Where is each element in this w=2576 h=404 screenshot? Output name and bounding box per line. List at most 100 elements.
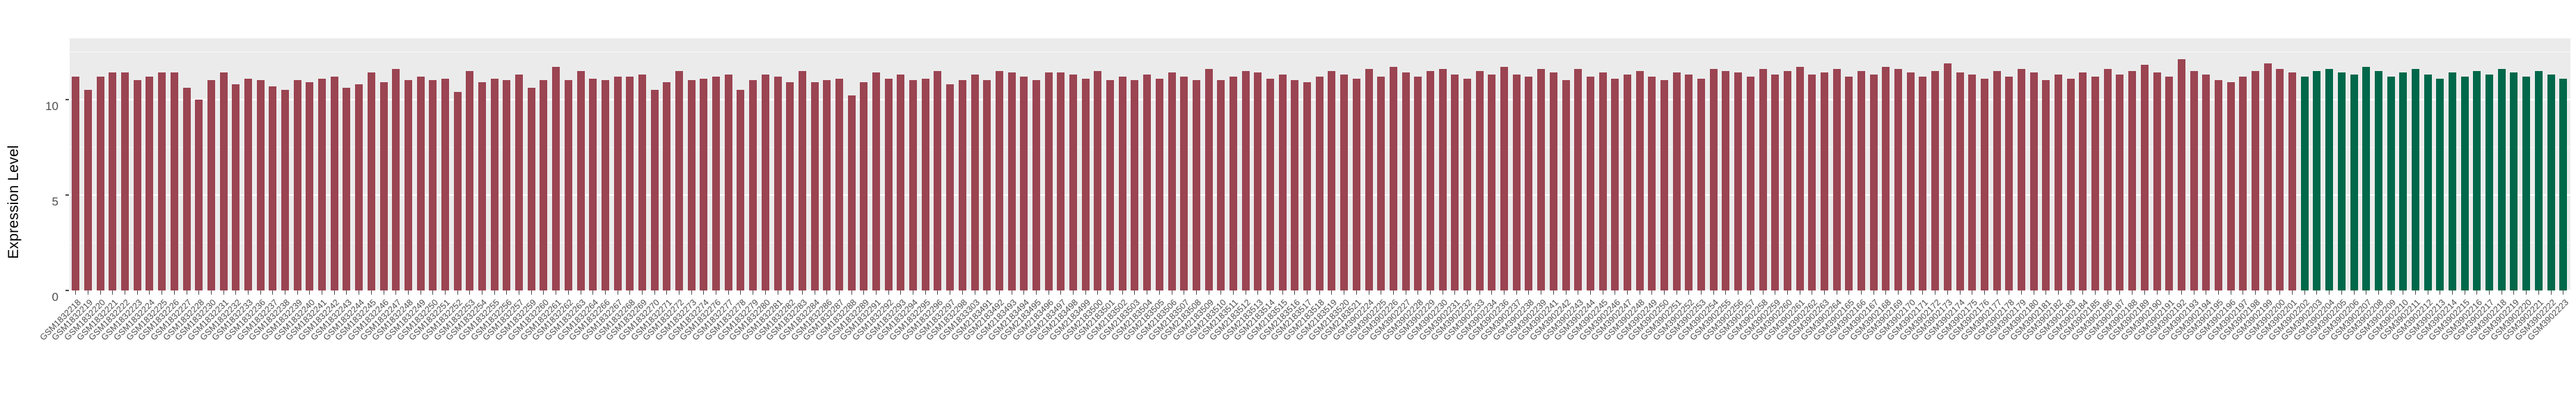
bar[interactable] xyxy=(1980,78,1988,290)
bar[interactable] xyxy=(453,91,462,290)
bar[interactable] xyxy=(2226,82,2235,290)
bar[interactable] xyxy=(1426,70,1434,290)
bar[interactable] xyxy=(2313,70,2321,290)
bar[interactable] xyxy=(2005,76,2013,290)
bar[interactable] xyxy=(2029,72,2038,290)
bar[interactable] xyxy=(2411,68,2419,290)
bar[interactable] xyxy=(1180,76,1188,290)
bar[interactable] xyxy=(207,80,215,290)
bar[interactable] xyxy=(1771,75,1780,290)
bar[interactable] xyxy=(1020,76,1028,290)
bar[interactable] xyxy=(2263,63,2272,290)
bar[interactable] xyxy=(835,78,843,290)
bar[interactable] xyxy=(2103,68,2112,290)
bar[interactable] xyxy=(2066,78,2075,290)
bar[interactable] xyxy=(1315,76,1324,290)
bar[interactable] xyxy=(860,82,868,290)
bar[interactable] xyxy=(1968,75,1977,290)
bar[interactable] xyxy=(2460,76,2469,290)
bar[interactable] xyxy=(1869,75,1878,290)
bar[interactable] xyxy=(737,90,745,290)
bar[interactable] xyxy=(2497,68,2506,290)
bar[interactable] xyxy=(2473,70,2481,290)
bar[interactable] xyxy=(1488,75,1496,290)
bar[interactable] xyxy=(1340,75,1349,290)
bar[interactable] xyxy=(1906,72,1915,290)
bar[interactable] xyxy=(2288,72,2297,290)
bar[interactable] xyxy=(1549,72,1557,290)
bar[interactable] xyxy=(810,82,819,290)
bar[interactable] xyxy=(1241,70,1250,290)
bar[interactable] xyxy=(1094,70,1102,290)
bar[interactable] xyxy=(2252,70,2259,290)
bar[interactable] xyxy=(2522,76,2531,290)
bar[interactable] xyxy=(897,75,905,290)
bar[interactable] xyxy=(1118,76,1126,290)
bar[interactable] xyxy=(2202,75,2210,290)
bar[interactable] xyxy=(576,70,585,290)
bar[interactable] xyxy=(293,80,301,290)
bar[interactable] xyxy=(146,76,154,290)
bar[interactable] xyxy=(182,88,191,290)
bar[interactable] xyxy=(2559,78,2568,290)
bar[interactable] xyxy=(256,80,265,290)
bar[interactable] xyxy=(1229,76,1237,290)
bar[interactable] xyxy=(1685,75,1693,290)
bar[interactable] xyxy=(1365,68,1373,290)
bar[interactable] xyxy=(884,78,893,290)
bar[interactable] xyxy=(2190,70,2198,290)
bar[interactable] xyxy=(847,95,856,290)
bar[interactable] xyxy=(1192,80,1200,290)
bar[interactable] xyxy=(626,76,634,290)
bar[interactable] xyxy=(490,78,498,290)
bar[interactable] xyxy=(121,72,129,290)
bar[interactable] xyxy=(2325,68,2334,290)
bar[interactable] xyxy=(1168,72,1176,290)
bar[interactable] xyxy=(1931,70,1940,290)
bar[interactable] xyxy=(1217,80,1225,290)
bar[interactable] xyxy=(1278,75,1287,290)
bar[interactable] xyxy=(2510,72,2518,290)
bar[interactable] xyxy=(1303,82,1312,290)
bar[interactable] xyxy=(1562,80,1570,290)
bar[interactable] xyxy=(2485,75,2494,290)
bar[interactable] xyxy=(1796,67,1804,290)
bar[interactable] xyxy=(1069,75,1077,290)
bar[interactable] xyxy=(1820,72,1828,290)
bar[interactable] xyxy=(2140,65,2149,290)
bar[interactable] xyxy=(1044,72,1053,290)
bar[interactable] xyxy=(1463,78,1471,290)
bar[interactable] xyxy=(269,86,277,290)
bar[interactable] xyxy=(663,82,671,290)
bar[interactable] xyxy=(1832,68,1841,290)
bar[interactable] xyxy=(2424,75,2432,290)
bar[interactable] xyxy=(2300,76,2309,290)
bar[interactable] xyxy=(527,88,535,290)
bar[interactable] xyxy=(1475,70,1484,290)
bar[interactable] xyxy=(1438,68,1447,290)
bar[interactable] xyxy=(478,82,486,290)
bar[interactable] xyxy=(1635,70,1644,290)
bar[interactable] xyxy=(1709,68,1718,290)
bar[interactable] xyxy=(1057,72,1065,290)
bar[interactable] xyxy=(1783,70,1791,290)
bar[interactable] xyxy=(1500,67,1509,290)
bar[interactable] xyxy=(1401,72,1410,290)
bar[interactable] xyxy=(1722,70,1730,290)
bar[interactable] xyxy=(1291,80,1299,290)
bar[interactable] xyxy=(2350,75,2358,290)
bar[interactable] xyxy=(786,82,794,290)
bar[interactable] xyxy=(749,80,757,290)
bar[interactable] xyxy=(552,67,560,290)
bar[interactable] xyxy=(133,80,141,290)
bar[interactable] xyxy=(466,70,474,290)
bar[interactable] xyxy=(1648,76,1656,290)
bar[interactable] xyxy=(2177,59,2185,290)
bar[interactable] xyxy=(1956,72,1964,290)
bar[interactable] xyxy=(1759,68,1767,290)
bar[interactable] xyxy=(2239,76,2247,290)
bar[interactable] xyxy=(109,72,117,290)
bar[interactable] xyxy=(1746,76,1754,290)
bar[interactable] xyxy=(1734,72,1743,290)
bar[interactable] xyxy=(232,84,240,290)
